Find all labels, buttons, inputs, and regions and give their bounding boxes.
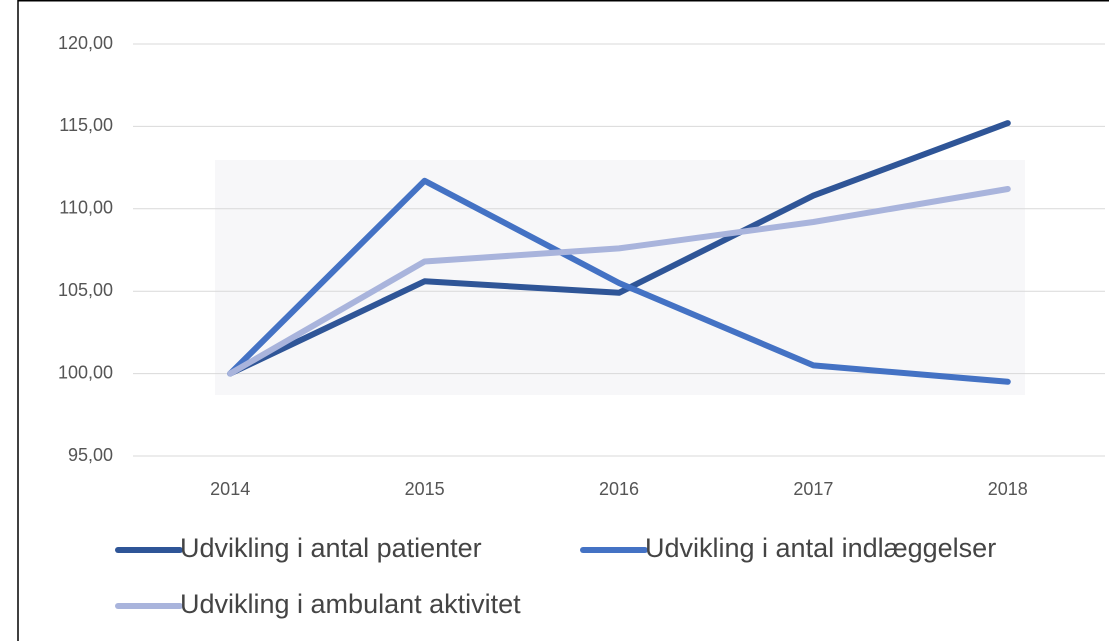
y-tick-label: 95,00 bbox=[68, 445, 113, 465]
y-tick-label: 110,00 bbox=[59, 198, 113, 218]
y-tick-label: 115,00 bbox=[59, 115, 113, 135]
x-tick-label: 2014 bbox=[210, 479, 250, 499]
x-tick-label: 2015 bbox=[405, 479, 445, 499]
plot-shadow bbox=[215, 160, 1025, 395]
y-tick-label: 120,00 bbox=[58, 33, 113, 53]
y-tick-label: 105,00 bbox=[58, 280, 113, 300]
x-tick-label: 2018 bbox=[988, 479, 1028, 499]
y-tick-label: 100,00 bbox=[58, 362, 113, 382]
legend-label: Udvikling i ambulant aktivitet bbox=[180, 589, 521, 619]
x-tick-label: 2017 bbox=[793, 479, 833, 499]
series-line bbox=[227, 186, 1011, 377]
legend-label: Udvikling i antal patienter bbox=[180, 533, 482, 563]
x-tick-label: 2016 bbox=[599, 479, 639, 499]
series-line bbox=[227, 120, 1011, 377]
series-line bbox=[227, 177, 1011, 385]
legend-label: Udvikling i antal indlæggelser bbox=[645, 533, 996, 563]
